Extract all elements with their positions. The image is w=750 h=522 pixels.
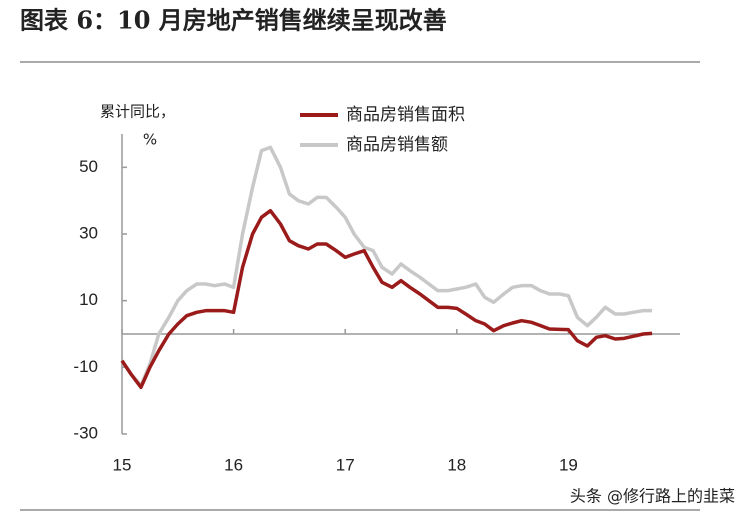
x-tick-label: 15 xyxy=(113,455,132,474)
legend-label: 商品房销售额 xyxy=(346,135,448,155)
series-line xyxy=(120,145,653,388)
y-tick-label: 50 xyxy=(79,157,98,176)
y-tick-label: 10 xyxy=(79,290,98,309)
y-axis-label: 累计同比， xyxy=(100,103,175,121)
x-tick-label: 17 xyxy=(336,455,355,474)
y-axis-unit: % xyxy=(143,131,157,149)
series-line xyxy=(120,208,653,390)
x-tick-label: 18 xyxy=(447,455,466,474)
legend-label: 商品房销售面积 xyxy=(346,105,465,125)
chart-title: 图表 6：10 月房地产销售继续呈现改善 xyxy=(20,6,447,35)
y-tick-label: -30 xyxy=(73,423,98,442)
y-tick-label: 30 xyxy=(79,223,98,242)
x-tick-label: 16 xyxy=(224,455,243,474)
y-tick-label: -10 xyxy=(73,357,98,376)
watermark: 头条 @修行路上的韭菜 xyxy=(570,487,735,506)
x-tick-label: 19 xyxy=(559,455,578,474)
